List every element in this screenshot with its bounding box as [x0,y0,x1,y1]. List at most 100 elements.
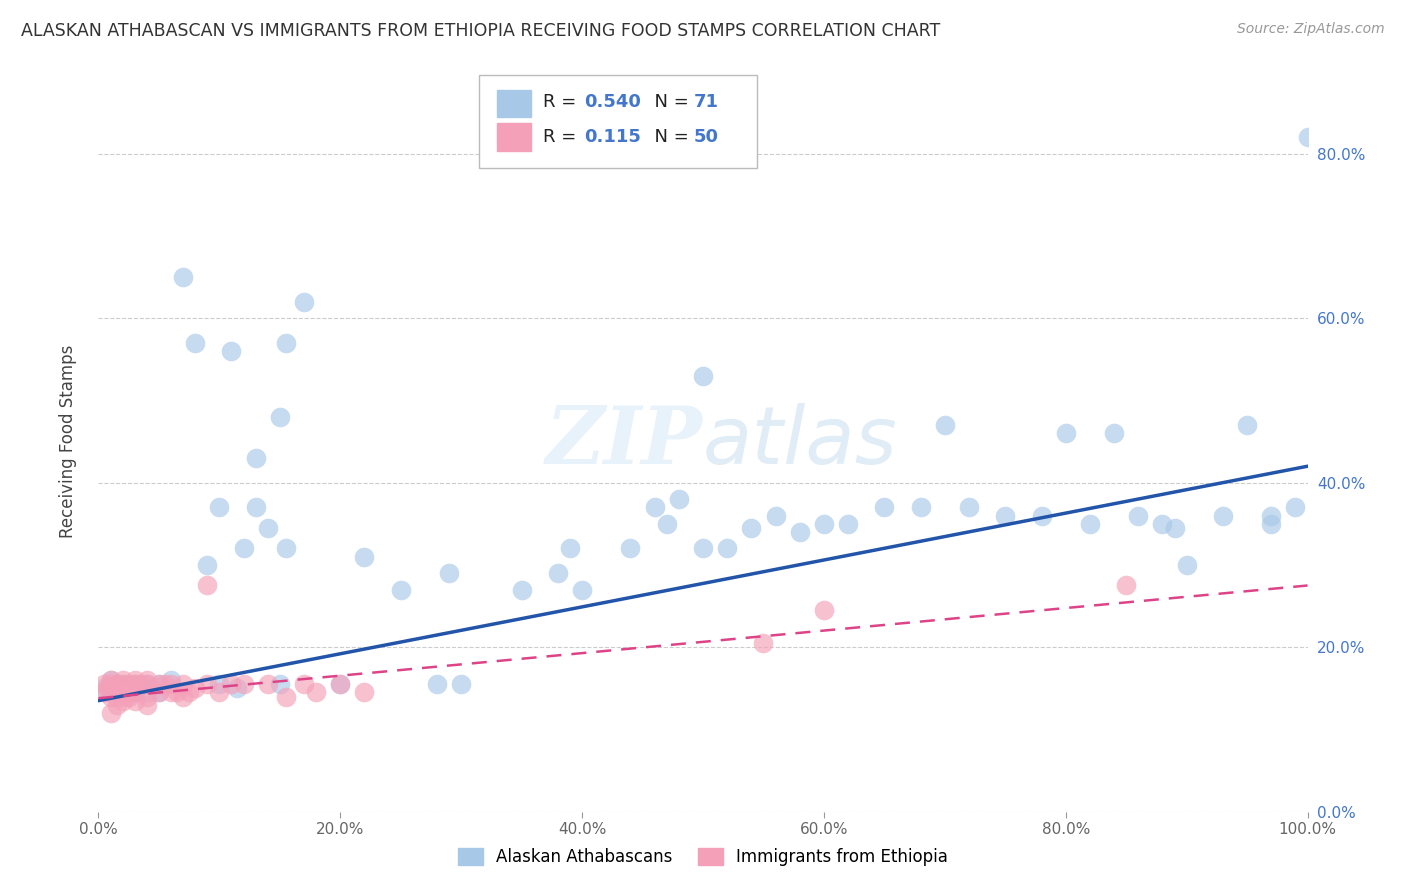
Point [510,582,533,597]
Point [353,549,375,564]
Point [692,541,714,556]
Point [111,694,134,708]
Point [124,673,146,687]
Point [1115,578,1137,592]
Point [668,492,690,507]
Point [118,681,141,696]
Point [329,677,352,691]
Point [148,677,170,691]
Point [172,677,194,691]
Point [305,685,328,699]
Text: R =: R = [543,94,582,112]
Point [100,690,122,704]
Point [1102,426,1125,441]
Point [135,677,157,691]
Point [153,677,176,691]
Point [93,685,115,699]
Point [1163,521,1185,535]
Point [100,706,122,720]
Point [274,690,297,704]
Point [957,500,980,515]
Point [873,500,896,515]
Point [813,603,835,617]
Point [1236,418,1258,433]
Point [166,685,188,699]
Point [118,690,141,704]
Point [1284,500,1306,515]
Point [93,681,115,696]
Point [97,681,120,696]
Point [221,344,243,359]
Text: ZIP: ZIP [546,403,703,480]
Point [105,698,128,712]
Point [148,677,170,691]
Point [124,685,146,699]
Point [208,685,231,699]
Point [208,500,231,515]
Point [160,673,183,687]
Point [1078,516,1101,531]
Point [100,673,122,687]
Point [100,673,122,687]
Point [135,698,157,712]
Point [619,541,641,556]
Point [292,677,315,691]
Legend: Alaskan Athabascans, Immigrants from Ethiopia: Alaskan Athabascans, Immigrants from Eth… [450,840,956,875]
FancyBboxPatch shape [479,75,758,168]
Point [105,681,128,696]
Point [245,500,267,515]
Text: ALASKAN ATHABASCAN VS IMMIGRANTS FROM ETHIOPIA RECEIVING FOOD STAMPS CORRELATION: ALASKAN ATHABASCAN VS IMMIGRANTS FROM ET… [21,22,941,40]
Point [226,681,249,696]
Point [245,450,267,465]
Text: N =: N = [643,128,695,145]
Point [111,685,134,699]
Point [100,677,122,691]
Point [994,508,1017,523]
Point [124,694,146,708]
Point [789,524,811,539]
Point [1152,516,1174,531]
Point [195,677,218,691]
Text: 0.115: 0.115 [585,128,641,145]
Point [692,368,714,383]
Point [135,690,157,704]
Point [160,685,183,699]
Point [655,516,678,531]
Point [752,636,775,650]
Bar [498,90,531,117]
Point [160,677,183,691]
Point [124,685,146,699]
Point [1260,516,1282,531]
Point [547,566,569,581]
Point [813,516,835,531]
Point [129,677,152,691]
Point [269,677,291,691]
Point [292,294,315,309]
Point [765,508,787,523]
Point [100,685,122,699]
Point [124,677,146,691]
Point [716,541,738,556]
Point [232,677,254,691]
Point [450,677,472,691]
Point [195,578,218,592]
Point [148,685,170,699]
Point [195,558,218,572]
Text: R =: R = [543,128,588,145]
Point [135,677,157,691]
Text: 50: 50 [693,128,718,145]
Point [1031,508,1053,523]
Point [269,409,291,424]
Point [184,681,207,696]
Point [1212,508,1234,523]
Point [274,335,297,350]
Point [118,685,141,699]
Point [184,335,207,350]
Point [111,673,134,687]
Point [208,677,231,691]
Bar [498,123,531,151]
Text: 0.540: 0.540 [585,94,641,112]
Point [1054,426,1077,441]
Point [135,685,157,699]
Point [1260,508,1282,523]
